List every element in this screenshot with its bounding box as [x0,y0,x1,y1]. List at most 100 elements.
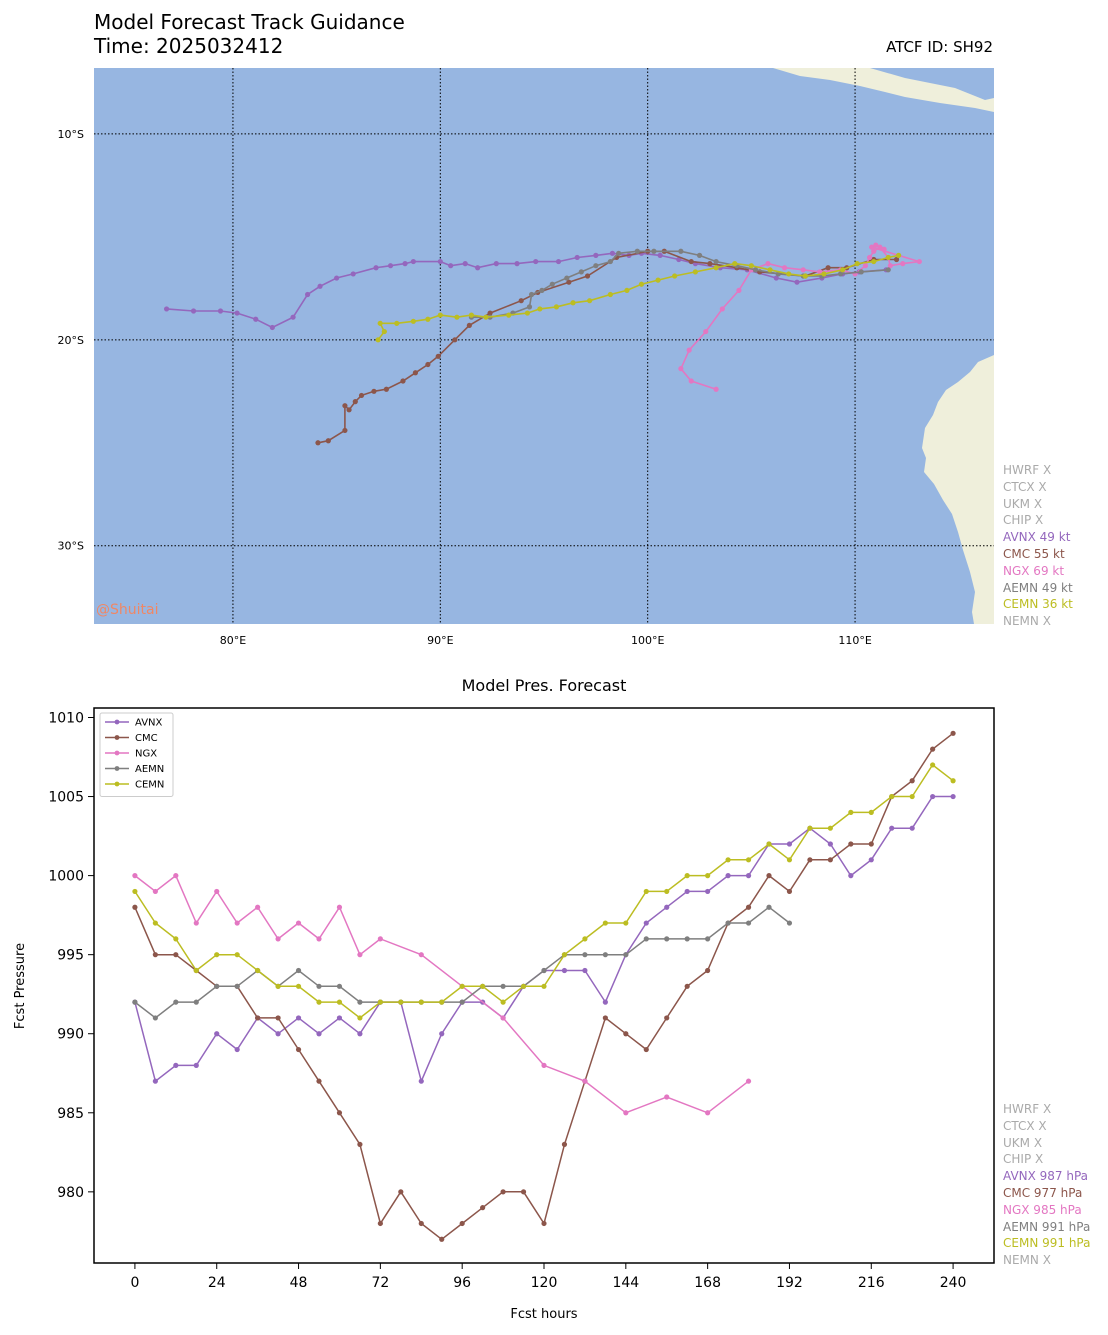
series-point-cmc [786,888,793,895]
track-point-ngx [736,287,742,293]
series-point-cemn [480,983,486,989]
series-point-cemn [848,809,854,815]
series-point-aemn [786,920,793,926]
track-point-avnx [437,258,443,265]
series-point-cmc [520,1189,527,1195]
series-point-cemn [275,983,281,989]
plot-legend-entry: AVNX [105,718,163,729]
series-point-cmc [602,1015,608,1021]
track-point-aemn [593,263,599,269]
x-tick-label: 96 [453,1275,471,1291]
series-point-avnx [561,967,568,974]
track-point-cemn [638,281,645,287]
series-point-cmc [848,841,854,847]
series-point-avnx [868,857,874,863]
y-tick-label: 1000 [48,869,84,885]
track-point-cmc [707,261,713,267]
series-point-cmc [623,1031,629,1037]
series-point-cemn [336,999,343,1005]
series-point-avnx [602,999,608,1005]
x-tick-label: 120 [531,1275,558,1291]
track-point-ngx [877,244,883,250]
series-point-avnx [173,1062,179,1068]
series-avnx [132,793,956,1084]
x-tick-label: 144 [612,1275,639,1291]
series-point-cmc [398,1189,404,1195]
series-point-aemn [459,999,465,1005]
track-point-ngx [781,265,788,271]
legend-label: AVNX [135,718,163,729]
track-point-avnx [555,258,562,265]
series-cemn [132,762,956,1021]
track-point-cemn [624,287,630,293]
series-point-avnx [745,873,752,879]
series-point-cemn [643,888,649,895]
series-point-cemn [255,967,261,974]
series-point-avnx [336,1015,343,1021]
series-point-avnx [357,1031,363,1037]
track-point-cmc [466,322,472,329]
track-point-cmc [893,256,900,263]
track-point-ngx [869,244,875,250]
track-point-cmc [371,388,377,394]
series-point-aemn [173,999,179,1005]
watermark: @Shuitai [96,602,159,618]
series-point-ngx [295,920,302,926]
plot-legend-entry: CEMN [105,780,164,791]
track-point-avnx [387,263,394,269]
track-point-cmc [825,265,831,271]
series-point-cmc [152,952,158,958]
track-point-cemn [885,254,891,261]
track-point-avnx [269,324,275,331]
track-point-avnx [514,261,520,267]
track-point-cemn [381,328,387,335]
series-point-cmc [500,1189,506,1195]
track-point-cemn [537,306,543,312]
y-tick-label: 1005 [48,790,84,806]
series-point-aemn [643,936,649,942]
track-point-ngx [800,267,806,273]
series-point-ngx [132,873,138,879]
series-point-avnx [848,873,854,879]
legend-marker [114,750,120,756]
series-point-cemn [459,983,465,989]
map-lat-tick-label: 30°S [58,540,84,553]
track-point-aemn [526,304,533,310]
atcf-id: ATCF ID: SH92 [886,38,993,56]
series-point-aemn [316,983,322,989]
track-point-avnx [317,283,323,289]
plot-legend-box [99,712,174,797]
legend-marker [114,719,120,725]
legend-entry: NGX 985 hPa [1003,1202,1082,1217]
series-point-aemn [623,952,629,958]
track-point-cemn [377,320,383,326]
series-point-aemn [234,983,240,989]
map-intensity-legend: HWRF X CTCX X UKM X CHIP X AVNX 49 kt CMC 55 … [1003,462,1073,630]
series-point-avnx [193,1062,199,1068]
track-point-cmc [688,258,694,265]
series-point-aemn [500,983,506,989]
track-point-cemn [375,337,381,343]
x-tick-label: 72 [371,1275,389,1291]
track-point-ngx [765,261,771,267]
series-aemn [132,904,793,1021]
track-point-ngx [703,328,709,335]
series-point-avnx [643,920,649,926]
track-point-cmc [584,273,591,279]
legend-entry: NGX 69 kt [1003,563,1065,578]
track-point-avnx [794,279,800,285]
series-point-aemn [214,983,220,989]
track-point-cmc [325,438,331,444]
track-point-avnx [350,271,356,277]
series-point-ngx [193,920,199,926]
map-lon-tick-label: 90°E [427,634,453,647]
track-point-cemn [587,298,593,304]
series-point-cmc [684,983,690,989]
series-point-cemn [602,920,608,926]
series-point-avnx [889,825,895,831]
legend-entry: CHIP X [1003,1152,1044,1167]
track-point-avnx [493,261,499,267]
x-tick-label: 24 [208,1275,226,1291]
track-point-cemn [767,267,773,273]
